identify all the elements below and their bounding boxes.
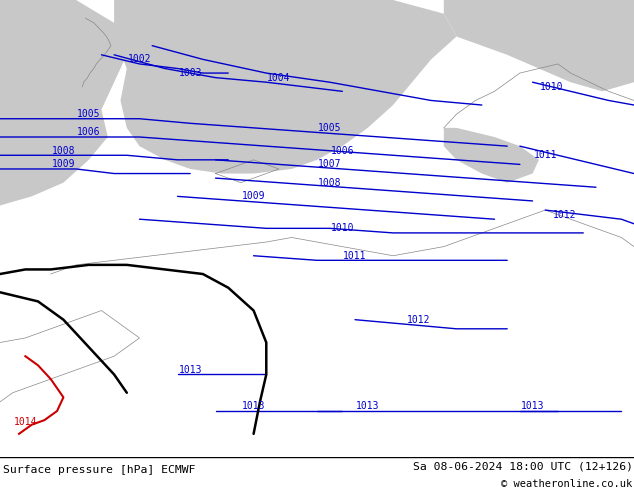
Text: 1006: 1006: [77, 127, 101, 137]
Text: 1013: 1013: [356, 401, 380, 412]
Text: 1010: 1010: [330, 223, 354, 233]
Text: 1008: 1008: [51, 146, 75, 156]
Text: 1013: 1013: [521, 401, 545, 412]
Text: 1009: 1009: [51, 159, 75, 170]
Text: 1012: 1012: [406, 315, 430, 325]
Text: 1014: 1014: [13, 417, 37, 427]
Text: Surface pressure [hPa] ECMWF: Surface pressure [hPa] ECMWF: [3, 465, 196, 475]
Text: 1012: 1012: [552, 210, 576, 220]
Text: © weatheronline.co.uk: © weatheronline.co.uk: [501, 479, 633, 489]
Text: 1009: 1009: [242, 192, 266, 201]
Text: 1004: 1004: [267, 73, 291, 83]
Text: 1008: 1008: [318, 178, 342, 188]
Text: 1013: 1013: [178, 365, 202, 375]
Text: 1005: 1005: [318, 123, 342, 133]
Text: 1006: 1006: [330, 146, 354, 156]
Text: 1011: 1011: [533, 150, 557, 160]
Text: 1003: 1003: [178, 68, 202, 78]
Polygon shape: [444, 128, 539, 183]
Text: Sa 08-06-2024 18:00 UTC (12+126): Sa 08-06-2024 18:00 UTC (12+126): [413, 461, 633, 471]
Polygon shape: [0, 0, 127, 205]
Text: 1002: 1002: [127, 54, 152, 64]
Text: 1013: 1013: [242, 401, 266, 412]
Polygon shape: [444, 0, 634, 91]
Text: 1005: 1005: [77, 109, 101, 119]
Polygon shape: [114, 0, 456, 173]
Text: 1010: 1010: [540, 82, 564, 92]
Text: 1011: 1011: [343, 251, 367, 261]
Text: 1007: 1007: [318, 159, 342, 170]
